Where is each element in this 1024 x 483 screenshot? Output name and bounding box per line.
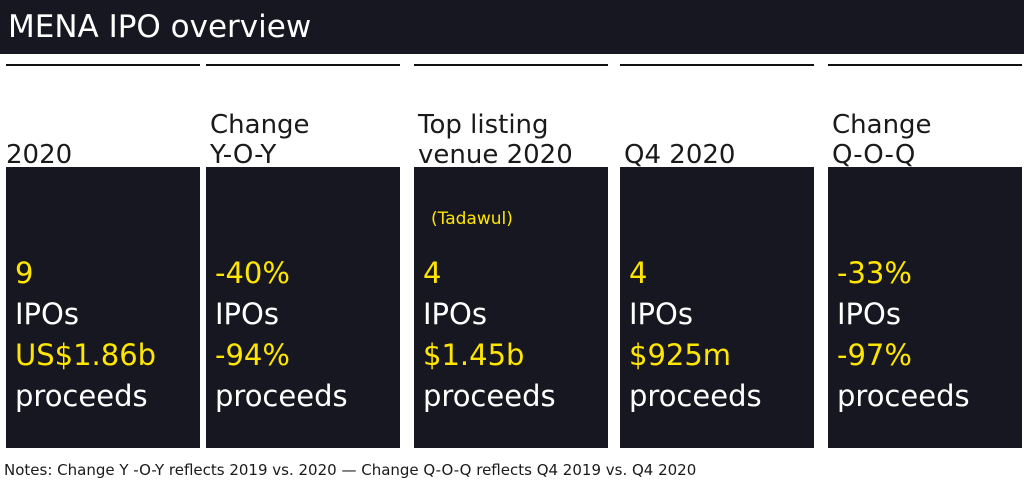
ipo-count-value: 9 [15, 256, 34, 290]
column-header-line2: Y-O-Y [210, 140, 277, 170]
column-divider [6, 64, 200, 66]
proceeds-unit: proceeds [629, 379, 762, 413]
proceeds-value: $925m [629, 338, 732, 372]
column-header-line1: Top listing [418, 110, 549, 140]
stat-column-2020: 2020 9 IPOs US$1.86b proceeds [6, 64, 200, 448]
column-header: Change Q-O-Q [828, 86, 1022, 170]
stat-column-top-listing-venue: Top listing venue 2020 (Tadawul) 4 IPOs … [414, 64, 608, 448]
column-header-line2: Q4 2020 [624, 140, 736, 170]
stat-column-change-qoq: Change Q-O-Q -33% IPOs -97% proceeds [828, 64, 1022, 448]
ipo-count-value: 4 [423, 256, 442, 290]
column-header-line1: Change [210, 110, 310, 140]
ipo-count-value: -33% [837, 256, 912, 290]
stat-card: -40% IPOs -94% proceeds [206, 167, 400, 448]
proceeds-value: US$1.86b [15, 338, 157, 372]
stat-card: 4 IPOs $925m proceeds [620, 167, 814, 448]
footnote: Notes: Change Y -O-Y reflects 2019 vs. 2… [4, 461, 697, 479]
column-header: Change Y-O-Y [206, 86, 400, 170]
column-header-line2: venue 2020 [418, 140, 573, 170]
ipo-count-unit: IPOs [215, 297, 279, 331]
proceeds-unit: proceeds [15, 379, 148, 413]
ipo-count-unit: IPOs [837, 297, 901, 331]
column-divider [206, 64, 400, 66]
column-divider [620, 64, 814, 66]
stat-card: (Tadawul) 4 IPOs $1.45b proceeds [414, 167, 608, 448]
page-title: MENA IPO overview [8, 9, 312, 45]
proceeds-value: -97% [837, 338, 912, 372]
proceeds-unit: proceeds [837, 379, 970, 413]
proceeds-value: -94% [215, 338, 290, 372]
ipo-count-value: -40% [215, 256, 290, 290]
title-bar: MENA IPO overview [0, 0, 1024, 54]
column-divider [414, 64, 608, 66]
column-header-line1: Change [832, 110, 932, 140]
stat-column-change-yoy: Change Y-O-Y -40% IPOs -94% proceeds [206, 64, 400, 448]
stat-column-q4-2020: Q4 2020 4 IPOs $925m proceeds [620, 64, 814, 448]
ipo-count-unit: IPOs [629, 297, 693, 331]
proceeds-unit: proceeds [215, 379, 348, 413]
column-divider [828, 64, 1022, 66]
column-header: Top listing venue 2020 [414, 86, 608, 170]
stat-card: -33% IPOs -97% proceeds [828, 167, 1022, 448]
ipo-count-unit: IPOs [15, 297, 79, 331]
proceeds-unit: proceeds [423, 379, 556, 413]
column-header-line2: Q-O-Q [832, 140, 916, 170]
proceeds-value: $1.45b [423, 338, 525, 372]
ipo-count-value: 4 [629, 256, 648, 290]
column-header-line2: 2020 [6, 140, 73, 170]
column-header: 2020 [6, 86, 200, 170]
ipo-count-unit: IPOs [423, 297, 487, 331]
card-note: (Tadawul) [431, 209, 513, 229]
column-header: Q4 2020 [620, 86, 814, 170]
stat-card: 9 IPOs US$1.86b proceeds [6, 167, 200, 448]
